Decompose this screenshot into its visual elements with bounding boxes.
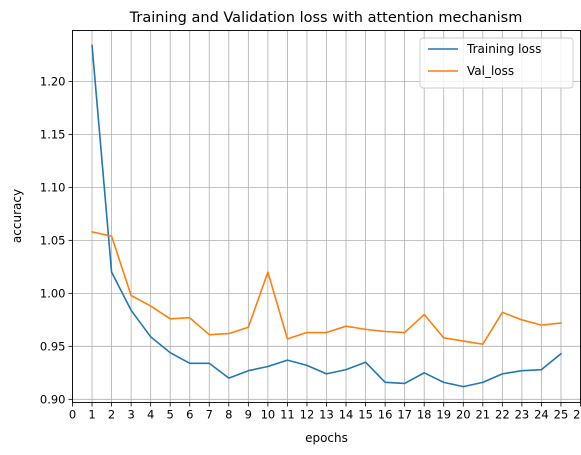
x-tick-label: 9 (245, 408, 252, 422)
x-tick-label: 4 (147, 408, 154, 422)
x-tick-label: 18 (417, 408, 432, 422)
x-axis-label: epochs (305, 431, 348, 445)
series-line-val-loss (91, 230, 562, 346)
x-tick-label: 25 (554, 408, 569, 422)
x-tick-label: 19 (436, 408, 451, 422)
chart-title: Training and Validation loss with attent… (129, 10, 523, 26)
x-tick-label: 16 (378, 408, 393, 422)
legend: Training loss Val_loss (419, 37, 574, 89)
y-tick-label: 0.90 (40, 392, 66, 406)
x-tick-label: 5 (167, 408, 174, 422)
x-tick-label: 3 (127, 408, 134, 422)
series-line-training-loss (91, 44, 563, 388)
x-tick-label: 0 (69, 408, 76, 422)
grid (72, 30, 581, 403)
x-tick-label: 14 (339, 408, 354, 422)
legend-label-training-loss: Training loss (466, 42, 541, 56)
series-layer (91, 44, 563, 388)
legend-box (419, 37, 574, 89)
y-tick-label: 1.00 (40, 286, 66, 300)
x-tick-label: 11 (280, 408, 295, 422)
y-axis-ticks: 0.90 0.95 1.00 1.05 1.10 1.15 1.20 (40, 74, 73, 406)
x-axis-ticks: 0 1 2 3 4 5 6 7 8 9 10 11 12 13 14 15 16 17 18 19 20 21 22 23 24… (69, 402, 581, 422)
x-tick-label: 10 (261, 408, 276, 422)
x-tick-label: 22 (495, 408, 510, 422)
x-tick-label: 21 (475, 408, 490, 422)
x-tick-label: 17 (397, 408, 412, 422)
x-tick-label: 15 (358, 408, 373, 422)
x-tick-label: 2 (108, 408, 115, 422)
x-tick-label: 24 (534, 408, 549, 422)
y-tick-label: 1.10 (40, 180, 66, 194)
x-tick-label: 26 (573, 408, 581, 422)
y-tick-label: 1.20 (40, 74, 66, 88)
x-tick-label: 8 (225, 408, 232, 422)
x-tick-label: 23 (515, 408, 530, 422)
y-tick-label: 1.15 (40, 127, 66, 141)
x-tick-label: 13 (319, 408, 334, 422)
y-axis-label: accuracy (10, 189, 24, 243)
x-tick-label: 7 (206, 408, 213, 422)
x-tick-label: 6 (186, 408, 193, 422)
x-tick-label: 1 (88, 408, 95, 422)
x-tick-label: 12 (300, 408, 315, 422)
y-tick-label: 0.95 (40, 339, 66, 353)
y-tick-label: 1.05 (40, 233, 66, 247)
x-tick-label: 20 (456, 408, 471, 422)
legend-label-val-loss: Val_loss (467, 64, 514, 78)
